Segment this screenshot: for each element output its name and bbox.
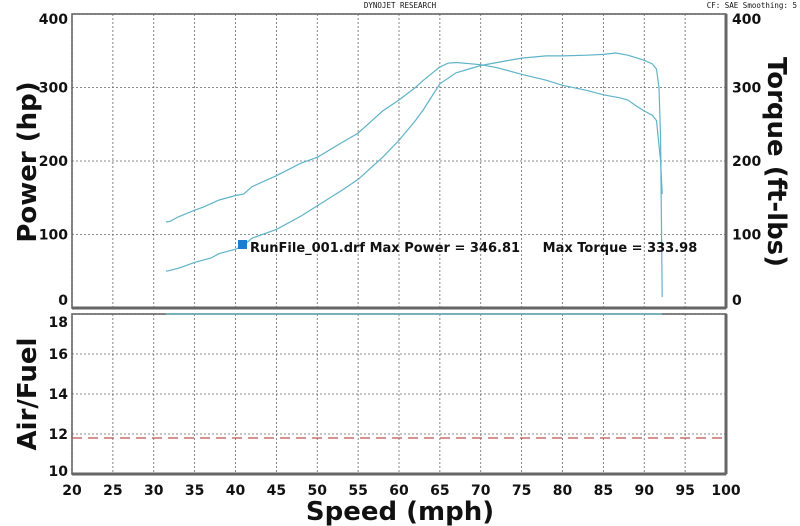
x-tick-label: 85 xyxy=(594,483,613,499)
y-axis-label-afr: Air/Fuel xyxy=(13,338,43,451)
series-line-torque xyxy=(165,61,663,223)
y-axis-label-torque: Torque (ft-lbs) xyxy=(761,57,791,267)
legend-text: RunFile_001.drf Max Power = 346.81 Max T… xyxy=(250,241,697,256)
x-tick-label: 40 xyxy=(226,483,246,499)
power-plot-grid: 0 100 200 300 400 0 100 200 300 400 xyxy=(39,12,761,310)
x-tick-label: 25 xyxy=(103,483,122,499)
x-tick-label: 95 xyxy=(675,483,694,499)
y-tick-label-power: 200 xyxy=(39,154,68,170)
legend-marker xyxy=(238,240,247,249)
y-tick-label-power: 0 xyxy=(58,293,68,309)
correction-info: CF: SAE Smoothing: 5 xyxy=(707,1,797,10)
x-tick-label: 75 xyxy=(512,483,531,499)
y-tick-label-power: 100 xyxy=(39,228,68,244)
x-tick-label: 90 xyxy=(635,483,655,499)
y-tick-label-power: 300 xyxy=(39,81,68,97)
y-tick-label-power: 400 xyxy=(39,12,68,28)
x-tick-label: 80 xyxy=(553,483,573,499)
y-tick-label-torque: 300 xyxy=(732,81,761,97)
x-tick-label: 20 xyxy=(62,483,82,499)
x-tick-label: 65 xyxy=(430,483,449,499)
y-tick-label-afr: 12 xyxy=(49,427,68,443)
x-tick-label: 100 xyxy=(711,483,740,499)
x-tick-label: 70 xyxy=(471,483,491,499)
y-tick-label-afr: 14 xyxy=(49,387,69,403)
y-tick-label-afr: 10 xyxy=(49,464,69,480)
y-axis-label-power: Power (hp) xyxy=(13,81,43,242)
x-tick-label: 45 xyxy=(267,483,286,499)
chart-title: DYNOJET RESEARCH xyxy=(364,1,437,10)
x-tick-label: 35 xyxy=(185,483,204,499)
afr-plot-grid: 10 12 14 16 18 20 25 30 35 40 45 50 55 60 65 70 75 80 85 90… xyxy=(49,313,741,499)
y-tick-label-afr: 18 xyxy=(49,315,68,331)
y-tick-label-torque: 100 xyxy=(732,228,761,244)
y-tick-label-afr: 16 xyxy=(49,347,68,363)
y-tick-label-torque: 0 xyxy=(732,293,742,309)
x-tick-label: 55 xyxy=(348,483,367,499)
y-tick-label-torque: 200 xyxy=(732,154,761,170)
x-axis-label: Speed (mph) xyxy=(306,497,494,526)
y-tick-label-torque: 400 xyxy=(732,12,761,28)
x-tick-label: 60 xyxy=(389,483,409,499)
x-tick-label: 30 xyxy=(144,483,164,499)
x-tick-label: 50 xyxy=(308,483,328,499)
